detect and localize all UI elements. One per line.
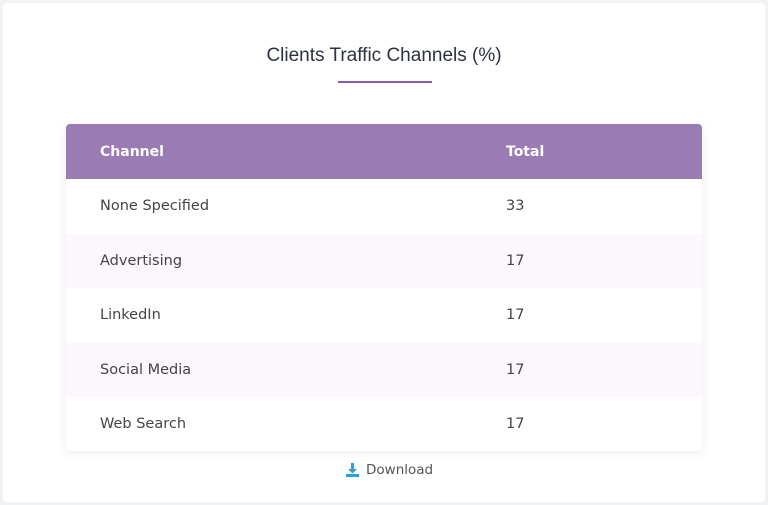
header-channel: Channel — [100, 143, 164, 160]
table-header: Channel Total — [66, 124, 702, 179]
cell-channel: LinkedIn — [100, 307, 161, 324]
table-row: Advertising 17 — [66, 233, 702, 288]
download-button[interactable]: Download — [346, 462, 433, 478]
header-total: Total — [506, 143, 545, 160]
cell-total: 17 — [506, 361, 525, 378]
download-icon — [346, 463, 359, 477]
cell-total: 17 — [506, 252, 525, 269]
cell-channel: Advertising — [100, 252, 183, 269]
table-row: Web Search 17 — [66, 397, 702, 451]
table-row: Social Media 17 — [66, 342, 702, 397]
table-row: None Specified 33 — [66, 179, 702, 234]
table-row: LinkedIn 17 — [66, 288, 702, 343]
download-label: Download — [366, 462, 434, 478]
cell-total: 33 — [506, 198, 525, 215]
report-card: Clients Traffic Channels (%) Channel Tot… — [3, 3, 765, 502]
traffic-table: Channel Total None Specified 33 Advertis… — [66, 124, 702, 451]
title-underline — [338, 81, 432, 83]
cell-total: 17 — [506, 416, 525, 433]
cell-channel: Social Media — [100, 361, 192, 378]
page-title: Clients Traffic Channels (%) — [266, 45, 502, 66]
cell-channel: None Specified — [100, 198, 210, 215]
cell-channel: Web Search — [100, 416, 187, 433]
cell-total: 17 — [506, 307, 525, 324]
